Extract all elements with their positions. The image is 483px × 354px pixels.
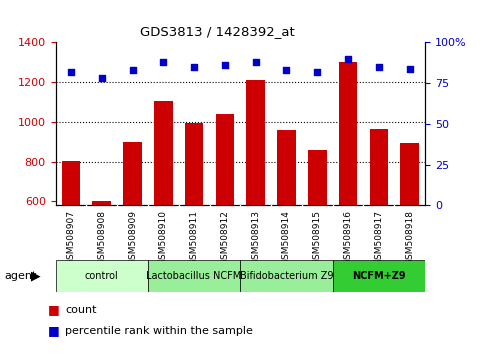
Text: GSM508917: GSM508917	[374, 210, 384, 265]
Point	[375, 64, 383, 70]
Bar	[148, 260, 241, 292]
Bar	[240, 260, 333, 292]
Bar	[215, 114, 234, 205]
Bar	[369, 129, 388, 205]
Text: GSM508907: GSM508907	[67, 210, 75, 265]
Point	[98, 75, 106, 81]
Bar	[333, 260, 425, 292]
Bar	[62, 161, 80, 205]
Text: Bifidobacterium Z9: Bifidobacterium Z9	[240, 271, 333, 281]
Point	[128, 67, 136, 73]
Text: GDS3813 / 1428392_at: GDS3813 / 1428392_at	[140, 25, 295, 38]
Bar	[246, 80, 265, 205]
Text: control: control	[85, 271, 119, 281]
Text: GSM508916: GSM508916	[343, 210, 353, 265]
Text: GSM508909: GSM508909	[128, 210, 137, 265]
Point	[313, 69, 321, 75]
Point	[344, 56, 352, 62]
Point	[221, 62, 229, 68]
Bar	[92, 201, 111, 205]
Text: GSM508918: GSM508918	[405, 210, 414, 265]
Bar	[56, 260, 148, 292]
Point	[283, 67, 290, 73]
Text: NCFM+Z9: NCFM+Z9	[352, 271, 406, 281]
Text: GSM508911: GSM508911	[190, 210, 199, 265]
Point	[252, 59, 259, 65]
Text: GSM508908: GSM508908	[97, 210, 106, 265]
Text: GSM508912: GSM508912	[220, 210, 229, 264]
Text: GSM508913: GSM508913	[251, 210, 260, 265]
Text: ■: ■	[48, 325, 60, 337]
Bar	[277, 130, 296, 205]
Text: Lactobacillus NCFM: Lactobacillus NCFM	[146, 271, 242, 281]
Text: GSM508915: GSM508915	[313, 210, 322, 265]
Bar	[339, 62, 357, 205]
Point	[159, 59, 167, 65]
Point	[406, 66, 413, 72]
Text: percentile rank within the sample: percentile rank within the sample	[65, 326, 253, 336]
Bar	[123, 142, 142, 205]
Text: agent: agent	[5, 271, 37, 281]
Point	[190, 64, 198, 70]
Bar	[154, 101, 172, 205]
Text: count: count	[65, 305, 97, 315]
Bar	[308, 150, 327, 205]
Bar	[185, 123, 203, 205]
Text: ▶: ▶	[31, 270, 41, 282]
Text: GSM508910: GSM508910	[159, 210, 168, 265]
Point	[67, 69, 75, 75]
Bar	[400, 143, 419, 205]
Text: ■: ■	[48, 303, 60, 316]
Text: GSM508914: GSM508914	[282, 210, 291, 264]
